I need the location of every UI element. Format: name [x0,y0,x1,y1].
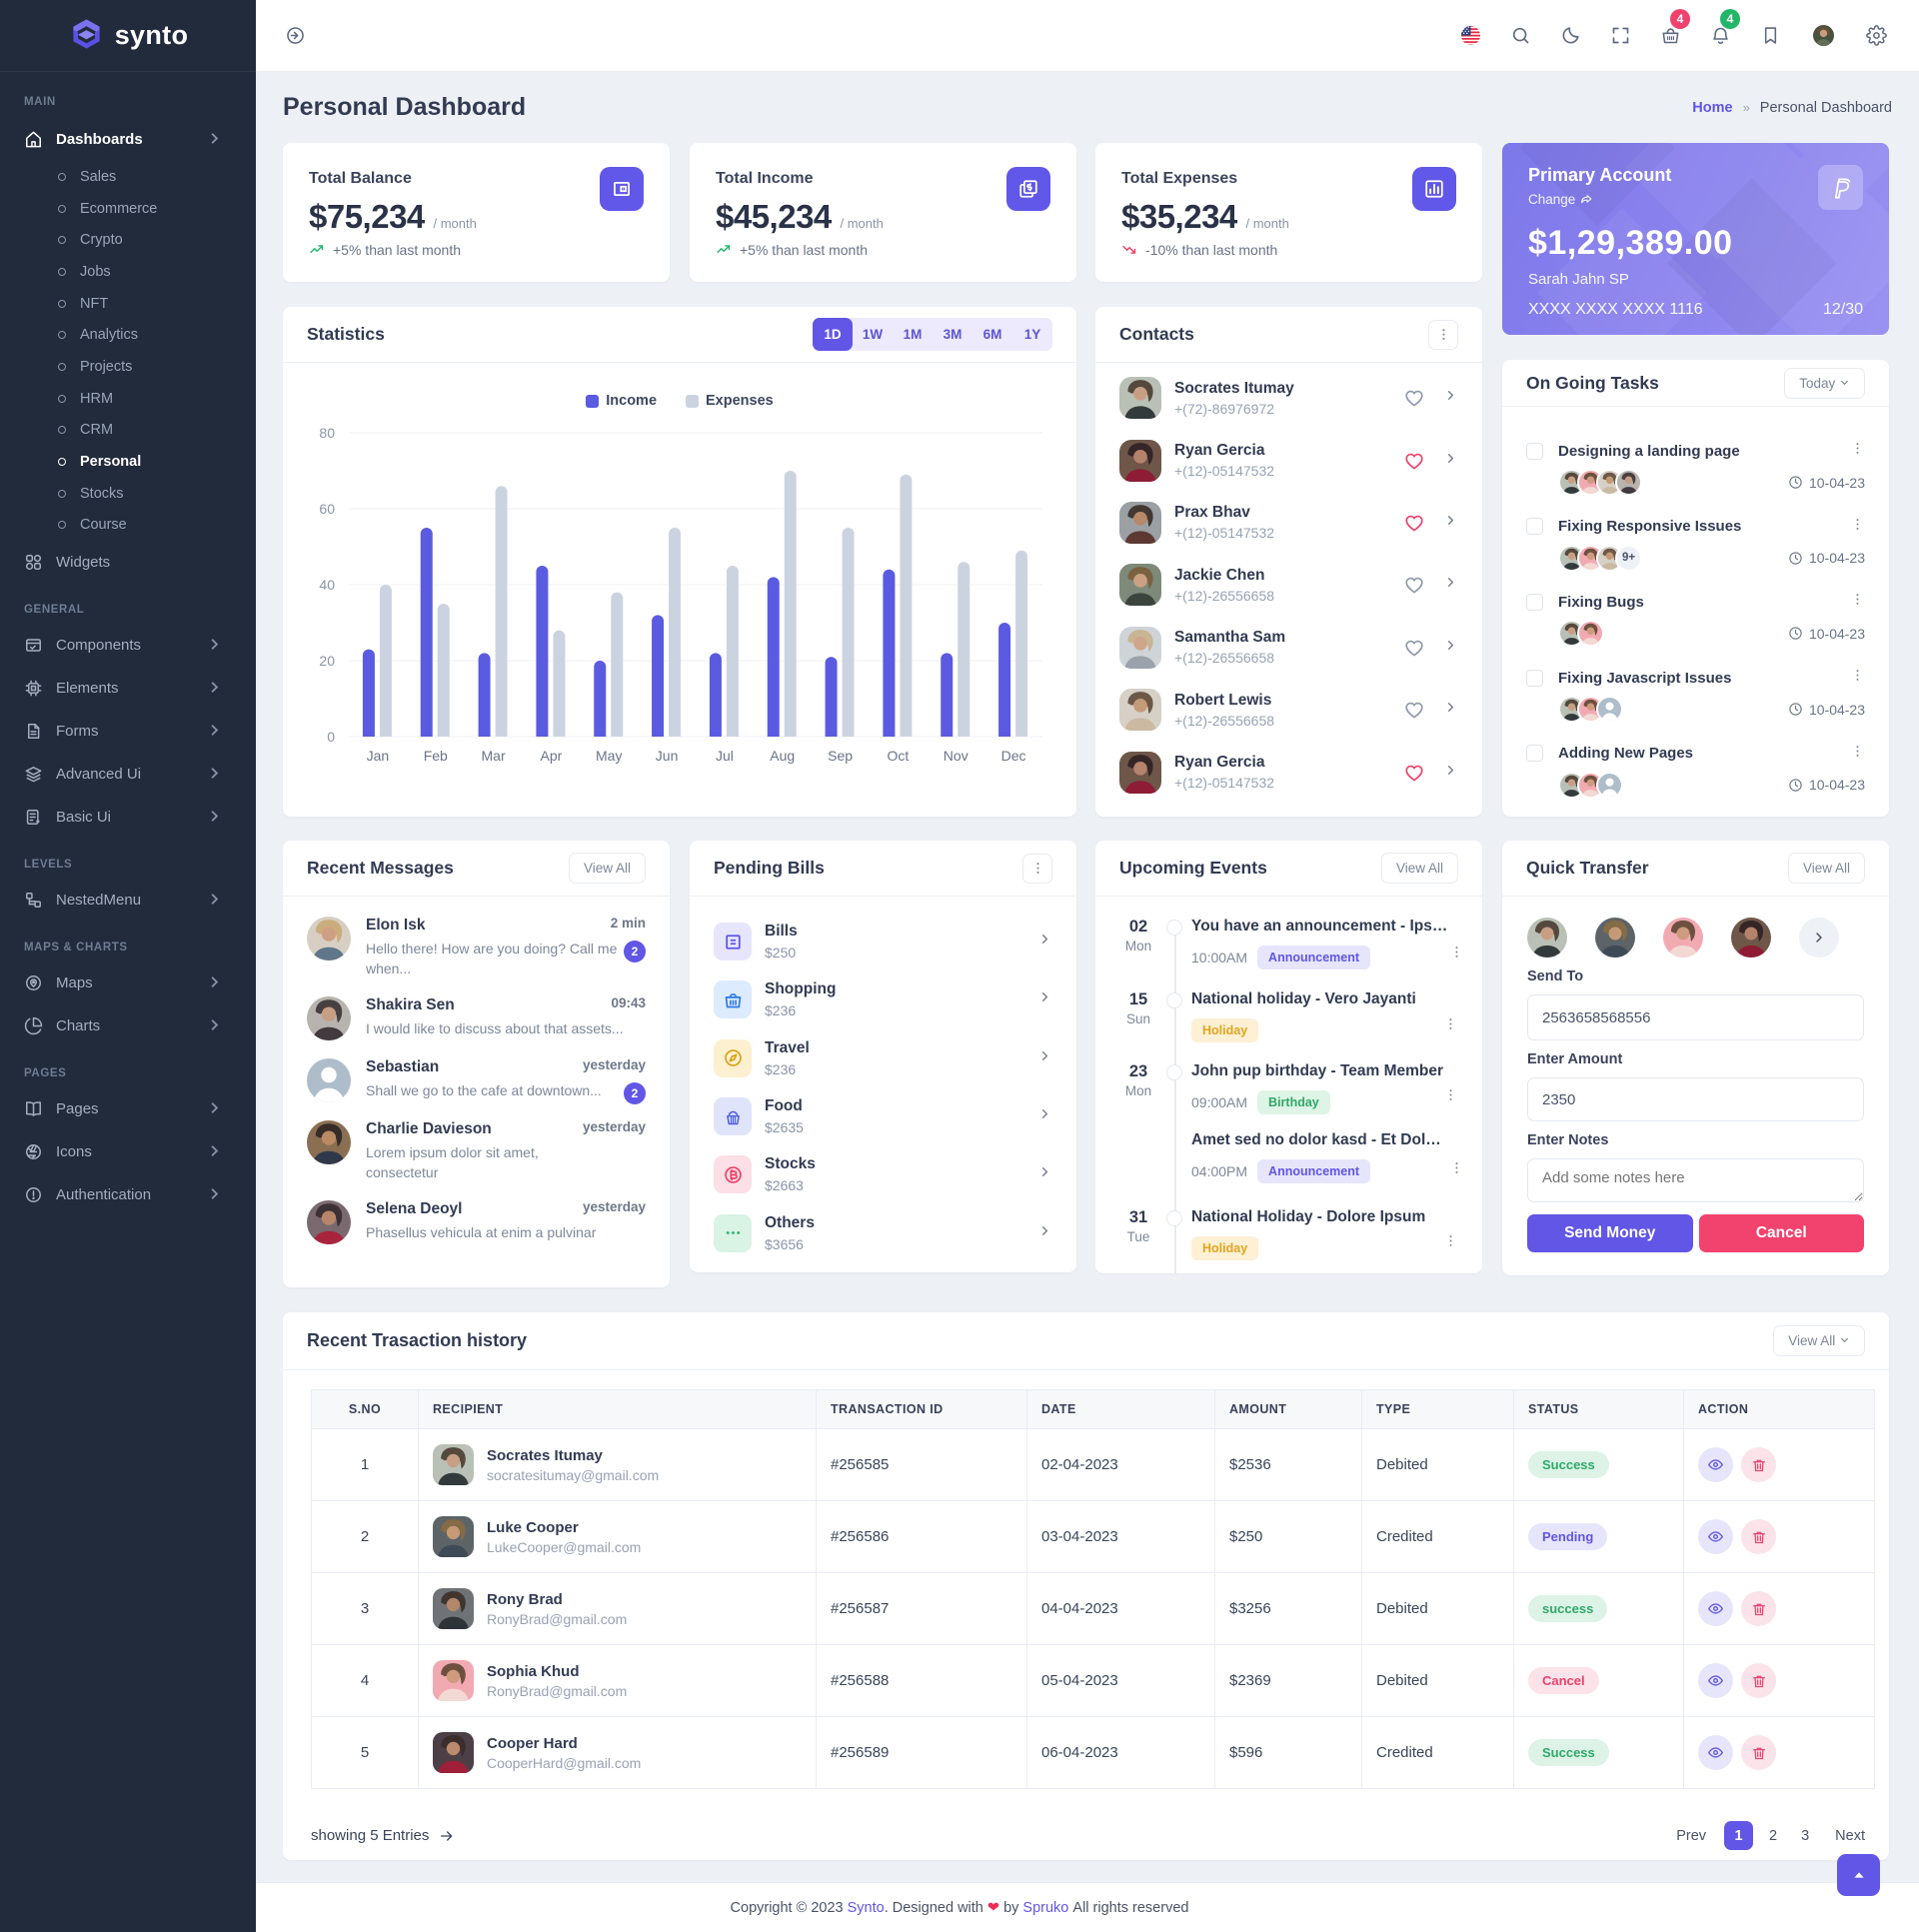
svg-text:Apr: Apr [541,748,563,764]
svg-text:Oct: Oct [888,748,910,764]
svg-text:Sep: Sep [828,748,853,764]
svg-text:80: 80 [319,425,335,441]
svg-text:May: May [596,748,622,764]
svg-text:Mar: Mar [482,748,506,764]
svg-text:Nov: Nov [944,748,968,764]
svg-text:Feb: Feb [424,748,448,764]
svg-text:Dec: Dec [1001,748,1026,764]
svg-text:Jan: Jan [367,748,390,764]
svg-text:Jul: Jul [716,748,734,764]
svg-text:Jun: Jun [656,748,679,764]
svg-text:Aug: Aug [770,748,795,764]
svg-text:0: 0 [327,729,335,745]
svg-text:20: 20 [319,653,335,669]
svg-text:60: 60 [319,501,335,517]
svg-text:40: 40 [319,577,335,593]
